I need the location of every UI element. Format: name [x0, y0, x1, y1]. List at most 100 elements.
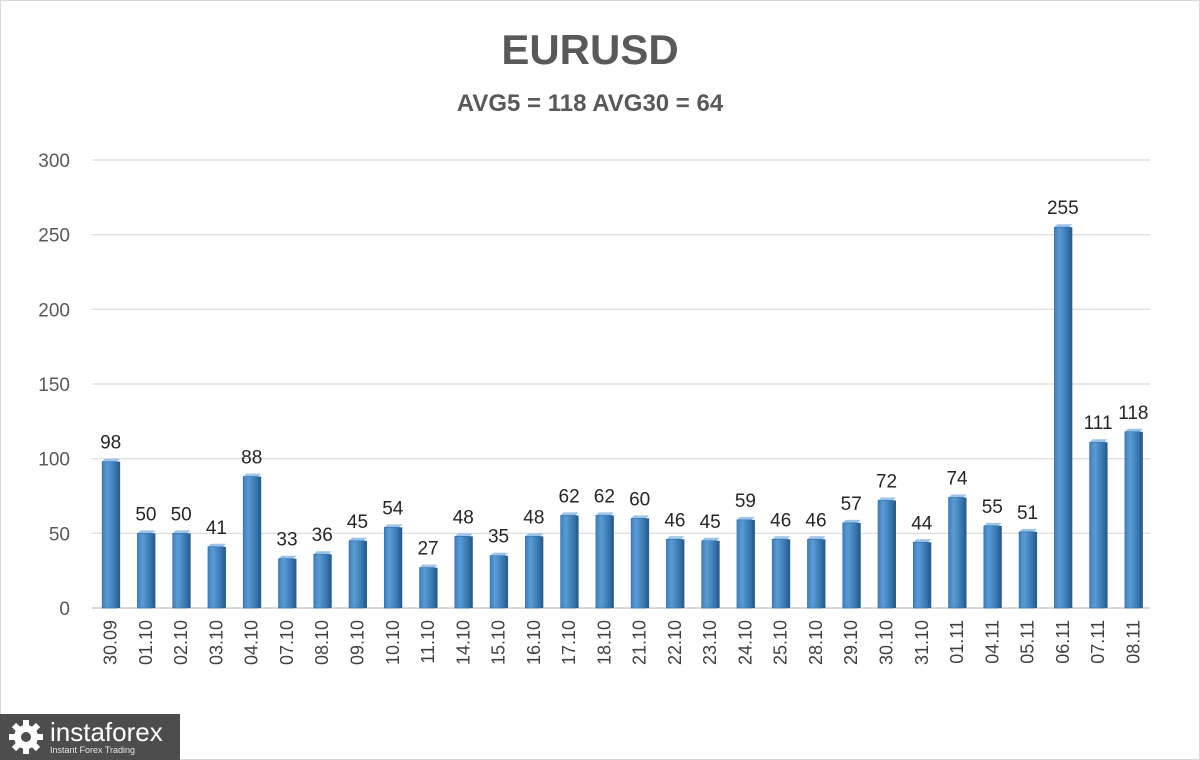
bar: [419, 567, 435, 609]
bar-side: [364, 540, 367, 608]
bar-top: [736, 516, 755, 520]
x-tick-label: 10.10: [383, 620, 403, 665]
bar-top: [807, 536, 826, 540]
bar-side: [751, 519, 755, 608]
bar: [807, 539, 823, 609]
bar-side: [998, 525, 1002, 608]
bar-side: [928, 542, 932, 608]
bar-side: [787, 539, 791, 608]
bar: [525, 536, 541, 609]
x-tick-label: 15.10: [489, 620, 509, 665]
bar: [1089, 441, 1105, 609]
bar-side: [399, 527, 403, 608]
x-tick-label: 07.10: [277, 620, 297, 665]
data-label: 111: [1084, 413, 1113, 434]
bar-top: [278, 555, 297, 559]
data-label: 44: [911, 513, 933, 534]
bar: [101, 461, 118, 609]
data-label: 88: [241, 448, 262, 469]
data-label: 33: [276, 530, 297, 551]
y-tick-label: 100: [38, 450, 70, 471]
data-label: 62: [559, 486, 580, 507]
data-label: 48: [523, 507, 544, 528]
gear-icon: [9, 720, 43, 754]
x-tick-label: 01.11: [947, 620, 967, 664]
x-tick-label: 28.10: [806, 620, 826, 665]
bar-top: [631, 515, 650, 519]
data-label: 57: [841, 494, 862, 515]
bar-top: [772, 536, 791, 540]
bar-side: [222, 546, 226, 608]
bar-side: [152, 533, 156, 608]
x-tick-label: 14.10: [453, 620, 473, 665]
data-label: 54: [382, 498, 404, 519]
x-tick-label: 07.11: [1088, 620, 1108, 664]
bar-top: [666, 536, 685, 540]
x-tick-label: 24.10: [735, 620, 755, 665]
bar-top: [137, 530, 156, 534]
data-label: 27: [417, 539, 438, 560]
watermark-brand: instaforex: [50, 717, 163, 747]
y-tick-label: 250: [38, 226, 70, 247]
bar-top: [454, 533, 473, 537]
bar-top: [913, 539, 932, 543]
x-tick-label: 17.10: [559, 620, 579, 665]
x-tick-label: 05.11: [1018, 620, 1038, 664]
bar: [560, 515, 576, 609]
bar-side: [117, 461, 121, 608]
data-label: 50: [171, 504, 192, 525]
data-label: 55: [982, 497, 1003, 518]
bar-side: [258, 476, 262, 608]
data-label: 46: [805, 510, 826, 531]
bar: [595, 515, 612, 609]
bar-top: [419, 564, 438, 568]
bar-side: [434, 567, 438, 608]
instaforex-logo: instaforex Instant Forex Trading: [0, 714, 180, 760]
bar-top: [983, 522, 1002, 526]
bar: [630, 518, 647, 609]
bar: [489, 555, 506, 609]
bar: [454, 536, 471, 609]
bar-top: [525, 533, 544, 537]
x-tick-label: 06.11: [1053, 620, 1073, 664]
bar-top: [1089, 439, 1108, 443]
bar-side: [716, 540, 720, 608]
bar-top: [878, 497, 896, 501]
bar: [701, 540, 717, 609]
data-label: 45: [700, 512, 721, 533]
data-label: 48: [453, 507, 474, 528]
bar: [207, 546, 224, 609]
bar-side: [328, 554, 332, 608]
bar-top: [1019, 528, 1038, 532]
bar: [172, 533, 188, 609]
bar: [771, 539, 788, 609]
x-tick-label: 22.10: [665, 620, 685, 665]
data-label: 51: [1017, 503, 1038, 524]
bar-top: [243, 473, 262, 477]
x-tick-label: 08.10: [312, 620, 332, 665]
bar-side: [610, 515, 614, 608]
x-tick-label: 30.09: [101, 620, 121, 665]
bar-side: [187, 533, 191, 608]
bar: [348, 540, 365, 609]
bar: [383, 527, 400, 609]
data-label: 45: [347, 512, 368, 533]
data-label: 255: [1047, 198, 1079, 219]
x-tick-label: 01.10: [136, 620, 156, 665]
bar-top: [842, 519, 861, 523]
x-tick-label: 16.10: [524, 620, 544, 665]
bar: [666, 539, 682, 609]
bar-side: [646, 518, 650, 608]
bar-side: [1139, 431, 1143, 608]
data-label: 35: [488, 527, 509, 548]
bar: [313, 553, 330, 609]
bar: [983, 525, 1000, 609]
bar-side: [963, 497, 967, 608]
chart-subtitle: AVG5 = 118 AVG30 = 64: [456, 90, 724, 117]
bar: [842, 522, 859, 609]
y-tick-label: 50: [49, 524, 70, 545]
watermark-tagline: Instant Forex Trading: [50, 745, 136, 755]
bar-side: [1069, 227, 1073, 608]
bar-top: [701, 537, 720, 541]
